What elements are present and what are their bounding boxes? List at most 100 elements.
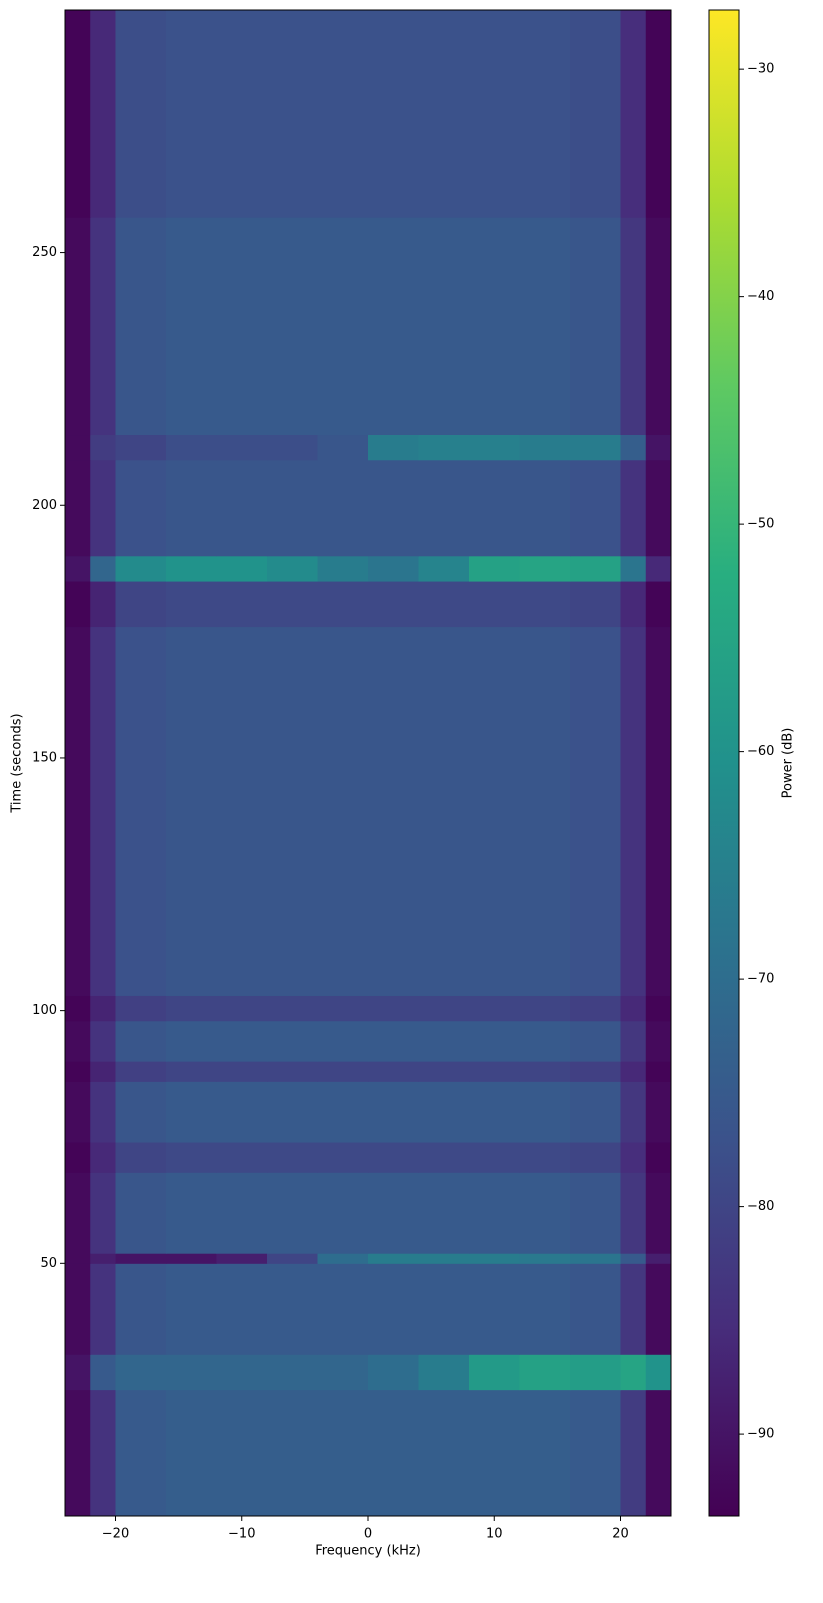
heatmap-cell [65, 1389, 91, 1517]
heatmap-cell [469, 1142, 520, 1173]
heatmap-cell [645, 1142, 672, 1173]
heatmap-cell [267, 581, 318, 628]
x-tick-label: 10 [486, 1527, 503, 1542]
heatmap-cell [267, 626, 318, 996]
heatmap-cell [645, 1172, 672, 1254]
colorbar-tick-label: −70 [747, 972, 774, 987]
heatmap-cell [317, 459, 369, 557]
heatmap-cell [570, 555, 621, 582]
heatmap-cell [90, 581, 116, 628]
heatmap-cell [115, 10, 167, 218]
heatmap-cell [90, 1354, 116, 1391]
y-tick-label: 200 [32, 498, 57, 513]
heatmap-cell [645, 626, 672, 996]
heatmap-cell [368, 1081, 419, 1143]
heatmap-cell [620, 1354, 647, 1391]
heatmap-cell [418, 1020, 470, 1062]
heatmap-cell [267, 459, 318, 557]
heatmap-cell [620, 459, 647, 557]
heatmap-cell [90, 1061, 116, 1082]
heatmap-cell [166, 626, 217, 996]
heatmap-cell [267, 1263, 318, 1355]
heatmap-cell [267, 217, 318, 436]
heatmap-cell [115, 1172, 167, 1254]
heatmap-cell [570, 1172, 621, 1254]
colorbar-label: Power (dB) [781, 728, 796, 799]
heatmap-cell [65, 10, 91, 218]
heatmap-cell [368, 459, 419, 557]
heatmap-cell [317, 995, 369, 1022]
heatmap-cell [267, 10, 318, 218]
heatmap-cell [317, 1389, 369, 1517]
heatmap-cell [65, 1172, 91, 1254]
heatmap-cell [65, 1020, 91, 1062]
heatmap-cell [90, 995, 116, 1022]
heatmap-cell [317, 581, 369, 628]
heatmap-cell [418, 1389, 470, 1517]
heatmap-cell [368, 10, 419, 218]
heatmap-cell [645, 1389, 672, 1517]
heatmap-cell [519, 10, 571, 218]
heatmap-cell [418, 581, 470, 628]
heatmap-cell [65, 459, 91, 557]
heatmap-cell [368, 1389, 419, 1517]
heatmap-cell [216, 1172, 268, 1254]
heatmap-cell [418, 995, 470, 1022]
heatmap-cell [166, 555, 217, 582]
heatmap-cell [267, 1354, 318, 1391]
heatmap-cell [90, 1263, 116, 1355]
x-tick-label: 0 [364, 1527, 372, 1542]
heatmap-cell [267, 1389, 318, 1517]
heatmap-cell [368, 581, 419, 628]
heatmap-cell [620, 1020, 647, 1062]
heatmap-cell [65, 1081, 91, 1143]
heatmap-cell [317, 1253, 369, 1264]
colorbar-tick-label: −90 [747, 1427, 774, 1442]
heatmap-cell [115, 626, 167, 996]
heatmap-cell [317, 1142, 369, 1173]
heatmap-cell [570, 217, 621, 436]
heatmap-cell [645, 1253, 672, 1264]
heatmap-cell [519, 459, 571, 557]
heatmap-cell [317, 10, 369, 218]
heatmap-cell [65, 555, 91, 582]
heatmap-cell [570, 1142, 621, 1173]
heatmap-cell [115, 217, 167, 436]
heatmap-cell [570, 10, 621, 218]
heatmap-cell [620, 434, 647, 461]
heatmap-cell [418, 1081, 470, 1143]
heatmap-cell [115, 1253, 167, 1264]
heatmap-cell [519, 1142, 571, 1173]
heatmap-cell [620, 217, 647, 436]
heatmap-cell [570, 1061, 621, 1082]
colorbar-tick-label: −60 [747, 744, 774, 759]
heatmap-cell [570, 995, 621, 1022]
heatmap-cell [65, 1354, 91, 1391]
y-tick-label: 250 [32, 245, 57, 260]
heatmap-cell [216, 1253, 268, 1264]
heatmap-cell [115, 1081, 167, 1143]
heatmap-cell [166, 217, 217, 436]
heatmap-cell [418, 459, 470, 557]
heatmap-cell [570, 1020, 621, 1062]
heatmap-cell [418, 626, 470, 996]
heatmap-cell [267, 555, 318, 582]
heatmap-cell [65, 1253, 91, 1264]
heatmap-cell [368, 1172, 419, 1254]
heatmap-cell [469, 1081, 520, 1143]
heatmap-cell [267, 1172, 318, 1254]
x-axis-label: Frequency (kHz) [315, 1544, 421, 1559]
heatmap-cell [65, 1061, 91, 1082]
heatmap-cell [418, 1253, 470, 1264]
heatmap-cell [418, 555, 470, 582]
heatmap-cell [166, 1061, 217, 1082]
heatmap-cell [267, 1142, 318, 1173]
heatmap-cell [469, 555, 520, 582]
heatmap-cell [570, 1389, 621, 1517]
heatmap-cell [216, 459, 268, 557]
heatmap-cell [216, 434, 268, 461]
heatmap-cell [620, 995, 647, 1022]
heatmap-cell [267, 434, 318, 461]
heatmap-cell [115, 1263, 167, 1355]
heatmap-cell [216, 1389, 268, 1517]
